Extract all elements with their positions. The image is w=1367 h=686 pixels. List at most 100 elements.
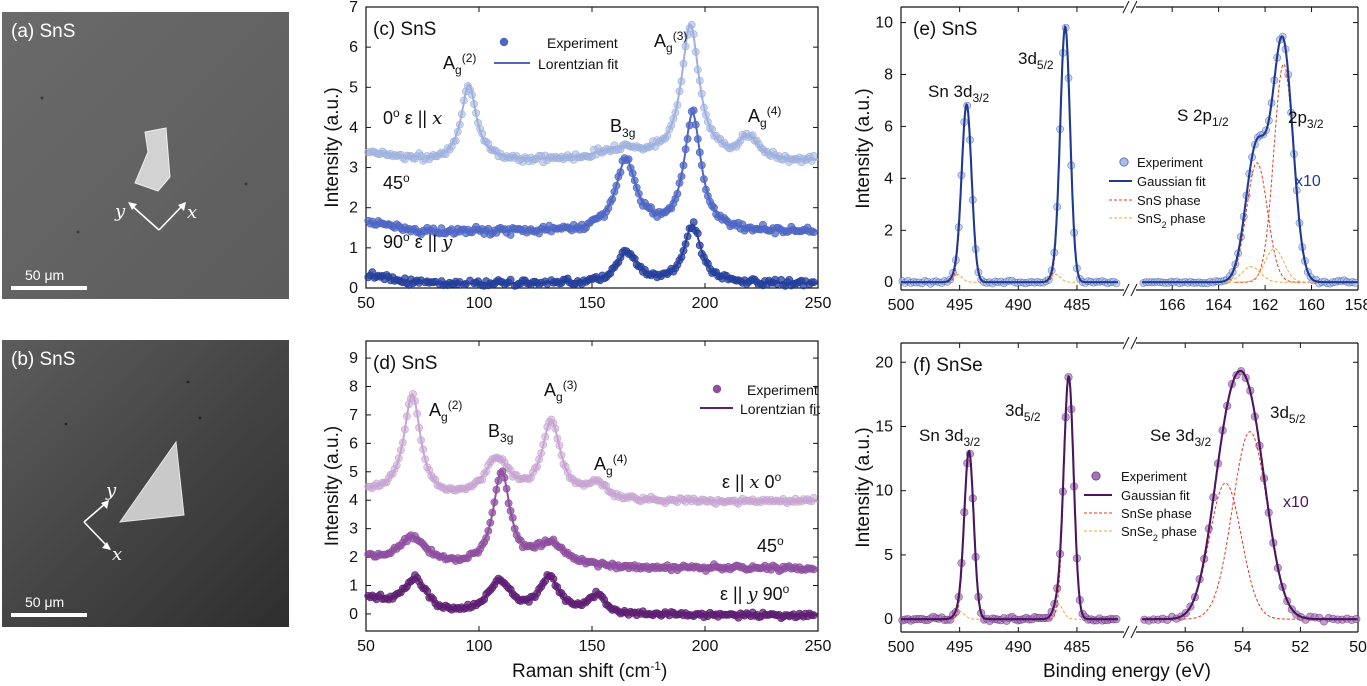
legend-marker-points <box>499 37 509 47</box>
micrograph-b-label: (b) SnS <box>11 349 75 370</box>
x-tick-label: 50 <box>357 638 375 655</box>
micrograph-a-image <box>2 12 289 299</box>
arrow-head-icon <box>102 542 111 550</box>
data-point <box>506 231 515 239</box>
y-tick-label: 9 <box>349 350 358 367</box>
x-tick-label: 150 <box>579 638 606 655</box>
component-curve <box>1204 162 1310 283</box>
axis-break-icon <box>1130 0 1138 14</box>
x-tick-label: 164 <box>1205 297 1232 314</box>
y-tick-label: 7 <box>349 0 358 16</box>
x-tick-label: 250 <box>805 295 832 312</box>
x-tick-label: 495 <box>946 639 973 656</box>
y-tick-label: 8 <box>884 67 893 84</box>
y-tick-label: 2 <box>349 549 358 566</box>
series-fit-line <box>366 392 818 503</box>
y-tick-label: 6 <box>884 118 893 135</box>
arrow-head-icon <box>128 202 137 210</box>
x-tick-label: 200 <box>692 295 719 312</box>
series-points-sn <box>898 23 1121 288</box>
legend-label-experiment: Experiment <box>1137 155 1203 170</box>
y-tick-label: 0 <box>884 611 893 628</box>
x-tick-label: 160 <box>1298 297 1325 314</box>
axis-break-icon <box>1122 0 1130 14</box>
curve-label-45deg: 45o <box>383 171 410 193</box>
series-fit-line <box>366 469 818 570</box>
gaussian-fit-line <box>901 374 1118 621</box>
panel-e-title: (e) SnS <box>913 19 977 40</box>
panel-c-title: (c) SnS <box>373 19 436 40</box>
peak-label-ag4: Ag(4) <box>594 452 627 478</box>
x-tick-label: 162 <box>1252 297 1279 314</box>
flake-a <box>134 127 171 192</box>
peak-label-ag4: Ag(4) <box>748 104 781 130</box>
y-tick-label: 1 <box>349 240 358 257</box>
y-tick-label: 6 <box>349 39 358 56</box>
y-tick-label: 2 <box>884 222 893 239</box>
scale-bar-a-label: 50 μm <box>25 267 64 283</box>
y-axis-title: Intensity (a.u.) <box>322 87 343 207</box>
x-tick-label: 500 <box>888 297 915 314</box>
x-axis-title-xps: Binding energy (eV) <box>1043 661 1211 682</box>
axis-break-icon <box>1122 625 1130 639</box>
peak-label-se3d32: Se 3d3/2 <box>1150 426 1211 449</box>
legend-label-fit: Gaussian fit <box>1121 488 1190 503</box>
gaussian-fit-line <box>1142 35 1358 284</box>
peak-label-s2p12: S 2p1/2 <box>1177 106 1229 129</box>
peak-label-sn3d32: Sn 3d3/2 <box>919 426 980 449</box>
y-tick-label: 8 <box>349 378 358 395</box>
legend-label-experiment: Experiment <box>747 382 818 398</box>
scale-bar-b-label: 50 μm <box>25 594 64 610</box>
x-tick-label: 50 <box>357 295 375 312</box>
y-tick-label: 0 <box>349 280 358 297</box>
component-curve <box>1227 247 1321 283</box>
legend-label-fit: Lorentzian fit <box>538 56 618 72</box>
x-tick-label: 490 <box>1005 297 1032 314</box>
y-tick-label: 1 <box>349 578 358 595</box>
flake-b <box>118 440 185 523</box>
axis-break-icon <box>1130 283 1138 297</box>
gaussian-fit-line <box>1142 369 1358 621</box>
scale-bar-a <box>11 286 87 290</box>
peak-label-ag3: Ag(3) <box>544 378 577 404</box>
component-curve <box>945 451 993 620</box>
x-tick-label: 56 <box>1176 639 1194 656</box>
axis-break-icon <box>1122 336 1130 350</box>
component-curve <box>1044 376 1093 620</box>
y-tick-label: 10 <box>875 15 893 32</box>
xps-panel-e: 0 2 4 6 8 10 500 495 490 485 166 164 162 160 158 Intens… <box>853 0 1367 314</box>
axis-break-icon <box>1122 283 1130 297</box>
legend-marker-points <box>1091 471 1101 481</box>
micrograph-a-label: (a) SnS <box>11 21 75 42</box>
y-axis-title: Intensity (a.u.) <box>322 426 343 546</box>
y-tick-label: 7 <box>349 407 358 424</box>
curve-label-0deg: 0o ε || x <box>383 106 442 129</box>
micrograph-a-axis-x: x <box>187 202 197 223</box>
legend-label-phase2: SnS2 phase <box>1137 211 1206 230</box>
component-curve <box>1163 431 1337 620</box>
legend-marker-points <box>1119 157 1129 167</box>
peak-label-ag2: Ag(2) <box>429 398 462 424</box>
peak-label-3d52: 3d5/2 <box>1005 401 1041 424</box>
micrograph-b-image <box>2 340 289 627</box>
component-curve <box>942 104 991 283</box>
legend-label-phase1: SnS phase <box>1137 193 1201 208</box>
y-axis-title: Intensity (a.u.) <box>853 88 874 208</box>
y-tick-label: 3 <box>349 521 358 538</box>
arrow-head-icon <box>178 202 186 211</box>
x-tick-label: 50 <box>1349 639 1367 656</box>
legend-label-fit: Gaussian fit <box>1137 174 1206 189</box>
y-tick-label: 4 <box>349 492 358 509</box>
data-point <box>506 275 515 284</box>
curve-label-0deg: ε || x 0o <box>722 470 782 493</box>
micrograph-a: (a) SnS y x 50 μm <box>2 12 289 299</box>
x-axis-title-raman: Raman shift (cm-1) <box>512 659 667 682</box>
y-tick-label: 6 <box>349 435 358 452</box>
data-point <box>809 278 818 287</box>
axis-break-icon <box>1130 625 1138 639</box>
series-fit-line <box>365 573 818 617</box>
legend-label-experiment: Experiment <box>547 35 618 51</box>
x-tick-label: 250 <box>805 638 832 655</box>
micrograph-b: (b) SnS y x 50 μm <box>2 340 289 627</box>
